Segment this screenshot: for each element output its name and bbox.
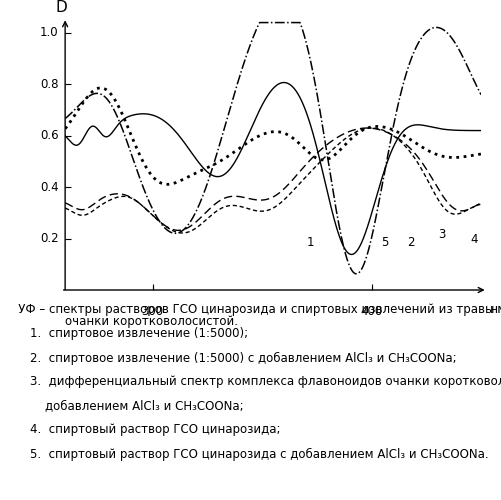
Text: 2: 2	[407, 236, 415, 249]
Text: 1: 1	[307, 236, 314, 249]
Text: 4.  спиртовый раствор ГСО цинарозида;: 4. спиртовый раствор ГСО цинарозида;	[30, 424, 281, 436]
Text: 3: 3	[438, 228, 445, 241]
Text: УФ – спектры растворов ГСО цинарозида и спиртовых извлечений из травы: УФ – спектры растворов ГСО цинарозида и …	[7, 302, 494, 316]
Text: 0.4: 0.4	[40, 180, 59, 194]
Text: очанки коротковолосистой.: очанки коротковолосистой.	[65, 315, 238, 328]
Text: 0.8: 0.8	[40, 78, 59, 91]
Text: 5.  спиртовый раствор ГСО цинарозида с добавлением AlCl₃ и CH₃COONa.: 5. спиртовый раствор ГСО цинарозида с до…	[30, 448, 488, 460]
Text: 400: 400	[360, 306, 383, 318]
Text: 5: 5	[381, 236, 388, 249]
Text: 0.6: 0.6	[40, 129, 59, 142]
Text: 0.2: 0.2	[40, 232, 59, 245]
Text: добавлением AlCl₃ и CH₃COONa;: добавлением AlCl₃ и CH₃COONa;	[30, 400, 243, 412]
Text: 3.  дифференциальный спектр комплекса флавоноидов очанки коротковолосистой с: 3. дифференциальный спектр комплекса фла…	[30, 376, 501, 388]
Text: нм: нм	[489, 303, 501, 316]
Text: 2.  спиртовое извлечение (1:5000) с добавлением AlCl₃ и CH₃COONa;: 2. спиртовое извлечение (1:5000) с добав…	[30, 352, 457, 364]
Text: 1.0: 1.0	[40, 26, 59, 40]
Text: D: D	[56, 0, 68, 15]
Text: 1.  спиртовое извлечение (1:5000);: 1. спиртовое извлечение (1:5000);	[30, 328, 248, 340]
Text: 4: 4	[470, 234, 478, 246]
Text: 300: 300	[142, 306, 164, 318]
